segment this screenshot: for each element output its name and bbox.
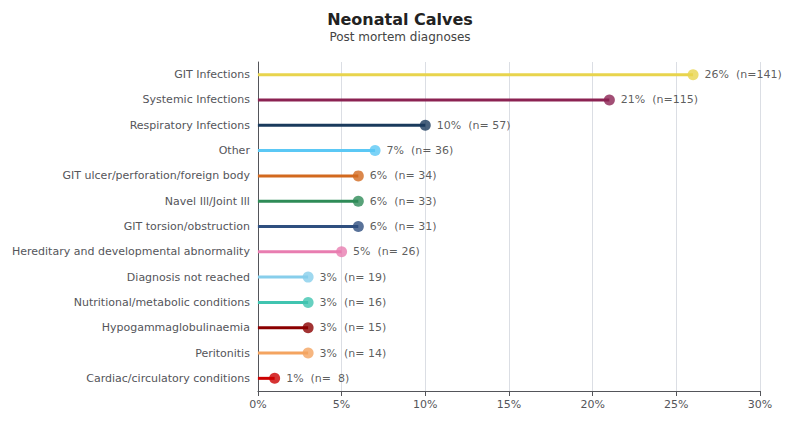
svg-text:Respiratory Infections: Respiratory Infections — [130, 119, 250, 132]
svg-text:Navel Ill/Joint Ill: Navel Ill/Joint Ill — [165, 195, 250, 208]
svg-text:26% (n=141): 26% (n=141) — [705, 68, 782, 81]
svg-text:Peritonitis: Peritonitis — [195, 347, 250, 360]
svg-text:5% (n= 26): 5% (n= 26) — [353, 245, 420, 258]
svg-text:21% (n=115): 21% (n=115) — [621, 93, 698, 106]
svg-text:Hereditary and developmental a: Hereditary and developmental abnormality — [12, 245, 250, 258]
svg-text:0%: 0% — [249, 398, 266, 411]
svg-text:25%: 25% — [664, 398, 688, 411]
svg-text:Cardiac/circulatory conditions: Cardiac/circulatory conditions — [86, 372, 250, 385]
svg-text:Other: Other — [219, 144, 251, 157]
svg-text:6% (n= 34): 6% (n= 34) — [370, 169, 437, 182]
svg-text:30%: 30% — [748, 398, 772, 411]
svg-text:3% (n= 15): 3% (n= 15) — [320, 321, 387, 334]
svg-text:10%: 10% — [413, 398, 437, 411]
svg-text:5%: 5% — [333, 398, 350, 411]
svg-text:GIT torsion/obstruction: GIT torsion/obstruction — [124, 220, 250, 233]
svg-text:Diagnosis not reached: Diagnosis not reached — [127, 271, 250, 284]
svg-text:20%: 20% — [580, 398, 604, 411]
svg-text:3% (n= 16): 3% (n= 16) — [320, 296, 387, 309]
svg-text:Post mortem diagnoses: Post mortem diagnoses — [329, 30, 470, 44]
svg-text:3% (n= 14): 3% (n= 14) — [320, 347, 387, 360]
svg-text:7% (n= 36): 7% (n= 36) — [387, 144, 454, 157]
svg-text:6% (n= 31): 6% (n= 31) — [370, 220, 437, 233]
svg-text:GIT ulcer/perforation/foreign: GIT ulcer/perforation/foreign body — [63, 169, 251, 182]
svg-text:Neonatal Calves: Neonatal Calves — [327, 10, 473, 29]
svg-text:1% (n= 8): 1% (n= 8) — [286, 372, 349, 385]
svg-text:Nutritional/metabolic conditio: Nutritional/metabolic conditions — [74, 296, 250, 309]
svg-text:15%: 15% — [497, 398, 521, 411]
svg-text:6% (n= 33): 6% (n= 33) — [370, 195, 437, 208]
svg-text:GIT Infections: GIT Infections — [174, 68, 250, 81]
svg-text:10% (n= 57): 10% (n= 57) — [437, 119, 511, 132]
svg-text:Systemic Infections: Systemic Infections — [143, 93, 251, 106]
svg-text:3% (n= 19): 3% (n= 19) — [320, 271, 387, 284]
svg-text:Hypogammaglobulinaemia: Hypogammaglobulinaemia — [102, 321, 250, 334]
